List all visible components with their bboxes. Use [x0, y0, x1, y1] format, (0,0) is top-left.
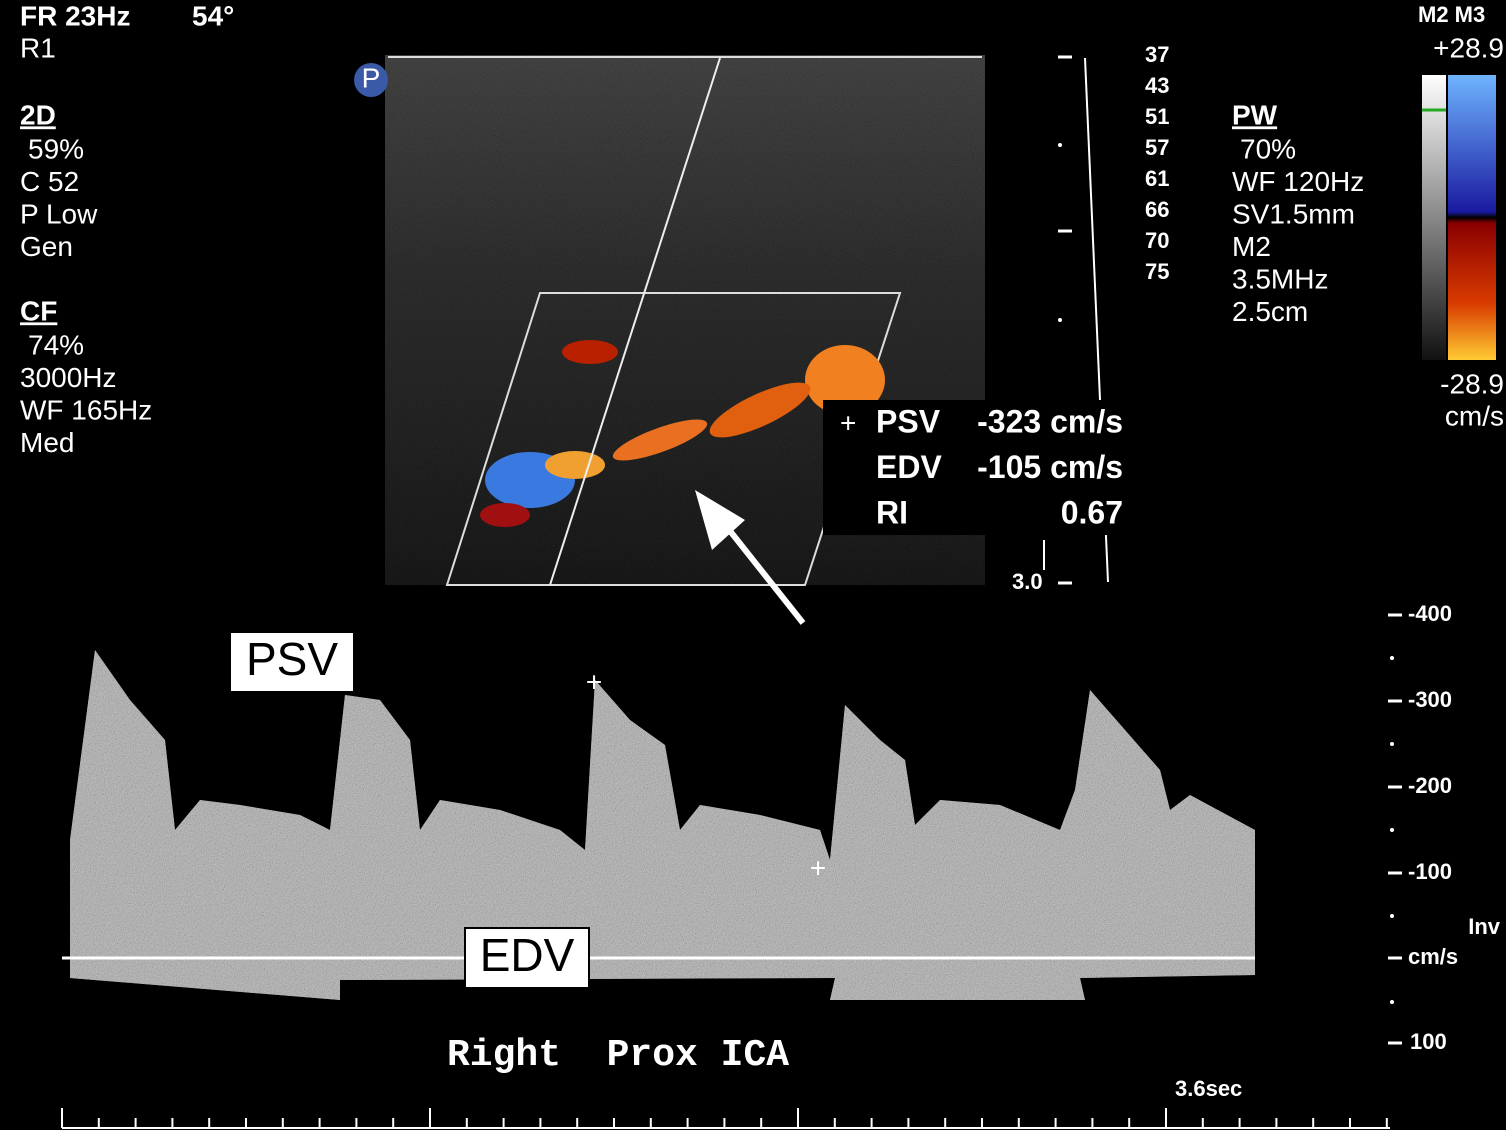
scale-label: -200	[1408, 773, 1452, 798]
color-max: +28.9	[1433, 32, 1504, 63]
depth-dot	[1058, 318, 1062, 322]
color-unit: cm/s	[1445, 400, 1504, 431]
measurement-value: -105 cm/s	[977, 449, 1123, 485]
flow-blob	[545, 451, 605, 479]
preset: R1	[20, 32, 56, 63]
depth-label: 43	[1145, 73, 1169, 98]
velocity-color-bar	[1448, 75, 1496, 360]
setting-line: WF 165Hz	[20, 394, 152, 425]
depth-label: 61	[1145, 166, 1169, 191]
color-flow	[480, 340, 885, 527]
scale-label: -300	[1408, 687, 1452, 712]
psv-label-box	[229, 631, 355, 693]
measurement-value: -323 cm/s	[977, 403, 1123, 439]
depth-label: 51	[1145, 104, 1169, 129]
depth-label: 75	[1145, 259, 1169, 284]
section-title: CF	[20, 295, 57, 326]
setting-line: P Low	[20, 198, 98, 229]
scale-label: -100	[1408, 859, 1452, 884]
measurement-label: EDV	[876, 449, 942, 485]
setting-line: WF 120Hz	[1232, 166, 1364, 197]
setting-line: M2	[1232, 231, 1271, 262]
setting-line: Gen	[20, 231, 73, 262]
setting-line: 70%	[1240, 133, 1296, 164]
spectral-bottom: 100	[1410, 1029, 1447, 1054]
caption: Right Prox ICA	[447, 1034, 789, 1077]
flow-blob	[709, 382, 811, 438]
setting-line: 3.5MHz	[1232, 263, 1328, 294]
spectral-waveform	[70, 650, 1255, 1000]
probe-marker-text: P	[362, 62, 381, 93]
angle: 54°	[192, 0, 234, 31]
scale-dot	[1390, 656, 1394, 660]
edv-caliper: +	[810, 852, 826, 883]
scale-dot	[1390, 1000, 1394, 1004]
color-box	[445, 292, 902, 586]
setting-line: 2.5cm	[1232, 296, 1308, 327]
doppler-line	[549, 57, 721, 586]
scale-dot	[1390, 742, 1394, 746]
measurement-value: 0.67	[1061, 494, 1123, 530]
flow-blob	[805, 345, 885, 415]
scale-dot	[1390, 828, 1394, 832]
color-min: -28.9	[1440, 368, 1504, 399]
setting-line: SV1.5mm	[1232, 198, 1355, 229]
depth-label: 57	[1145, 135, 1169, 160]
psv-caliper: +	[586, 666, 602, 697]
setting-line: C 52	[20, 166, 79, 197]
probe-marker	[354, 63, 388, 97]
setting-line: Med	[20, 427, 74, 458]
flow-blob	[480, 503, 530, 527]
scale-label: -400	[1408, 601, 1452, 626]
depth-label: 37	[1145, 42, 1169, 67]
sweep-time: 3.6sec	[1175, 1076, 1242, 1101]
psv-label: PSV	[246, 633, 338, 685]
measurement-label: RI	[876, 494, 908, 530]
gray-scale-bar	[1422, 75, 1446, 360]
flow-blob	[562, 340, 618, 364]
depth-label: 70	[1145, 228, 1169, 253]
spectral-unit: cm/s	[1408, 944, 1458, 969]
color-modes: M2 M3	[1418, 2, 1485, 27]
invert-label: Inv	[1468, 914, 1501, 939]
section-title: 2D	[20, 99, 56, 130]
caliper-icon: +	[840, 407, 856, 438]
measurement-box	[823, 400, 1125, 535]
edv-label-box	[464, 927, 590, 989]
setting-line: 74%	[28, 329, 84, 360]
frame-rate: FR 23Hz	[20, 0, 130, 31]
depth-label: 66	[1145, 197, 1169, 222]
scale-dot	[1390, 914, 1394, 918]
depth-end: 3.0	[1012, 569, 1043, 594]
edv-label: EDV	[480, 929, 575, 981]
setting-line: 3000Hz	[20, 362, 117, 393]
measurement-label: PSV	[876, 403, 941, 439]
flow-blob	[612, 419, 708, 461]
depth-dot	[1058, 143, 1062, 147]
section-title: PW	[1232, 99, 1278, 130]
arrow-head	[695, 490, 745, 550]
setting-line: 59%	[28, 133, 84, 164]
